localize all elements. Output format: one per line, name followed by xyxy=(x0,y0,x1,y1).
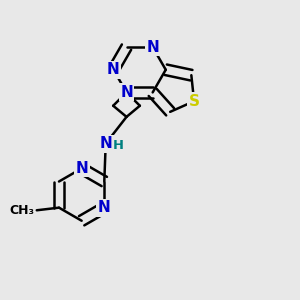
Text: N: N xyxy=(99,136,112,151)
Text: N: N xyxy=(75,161,88,176)
Text: H: H xyxy=(113,139,124,152)
Text: N: N xyxy=(146,40,159,55)
Text: N: N xyxy=(98,200,111,215)
Text: N: N xyxy=(107,62,120,77)
Text: CH₃: CH₃ xyxy=(9,204,34,217)
Text: S: S xyxy=(189,94,200,109)
Text: N: N xyxy=(120,85,133,100)
